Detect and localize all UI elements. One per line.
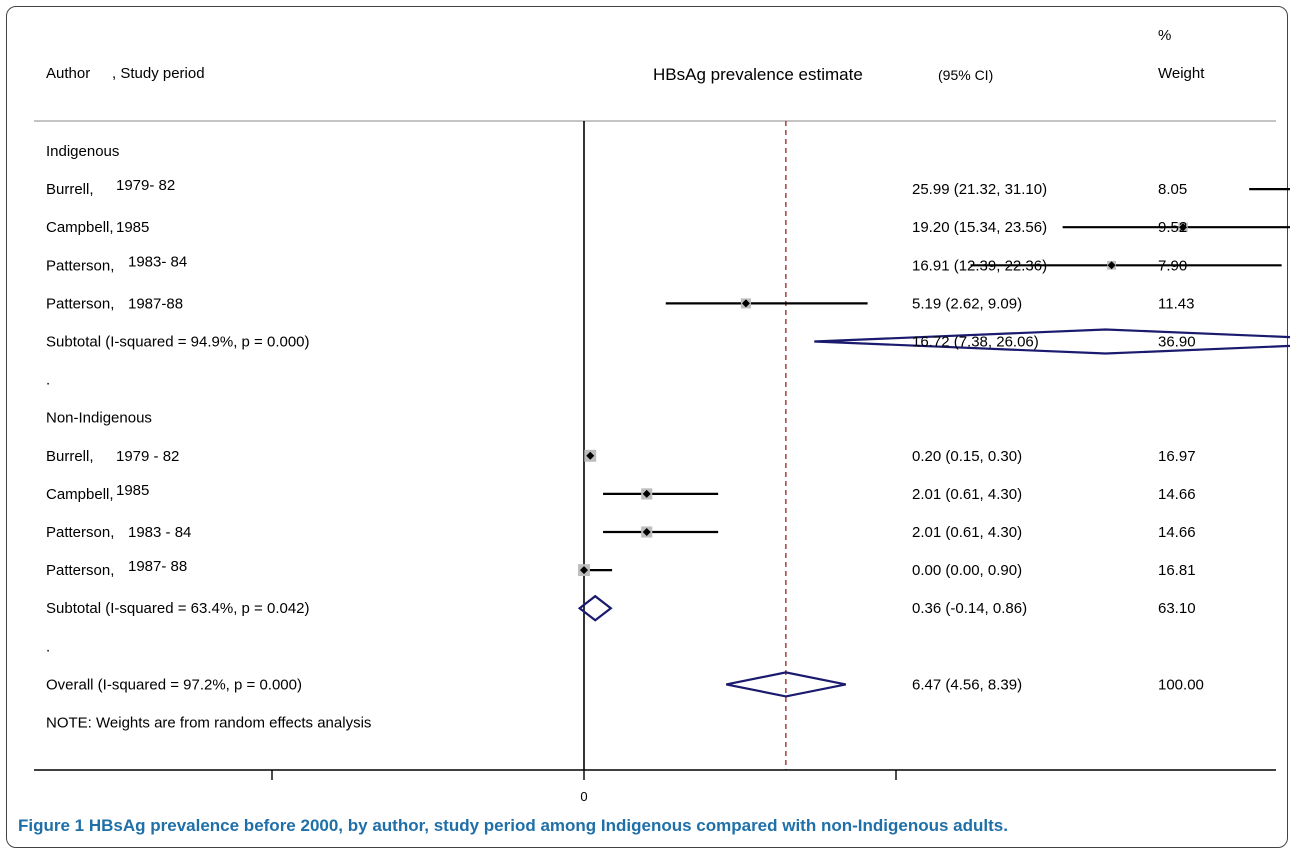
study-author: Patterson, bbox=[46, 257, 114, 274]
spacer-label: . bbox=[46, 638, 50, 655]
weight-value: 36.90 bbox=[1158, 334, 1196, 351]
study-period: 1985 bbox=[116, 219, 149, 236]
study-author: Burrell, bbox=[46, 181, 94, 198]
note-label: NOTE: Weights are from random effects an… bbox=[46, 715, 371, 732]
ci-text: 2.01 (0.61, 4.30) bbox=[912, 524, 1022, 541]
period-header: , Study period bbox=[112, 65, 205, 82]
weight-value: 16.97 bbox=[1158, 448, 1196, 465]
weight-value: 16.81 bbox=[1158, 562, 1196, 579]
weight-header: Weight bbox=[1158, 65, 1205, 82]
study-author: Campbell, bbox=[46, 219, 114, 236]
point-estimate bbox=[741, 299, 750, 308]
study-period: 1983- 84 bbox=[128, 253, 187, 270]
point-estimate bbox=[642, 528, 651, 536]
study-author: Patterson, bbox=[46, 295, 114, 312]
weight-value: 14.66 bbox=[1158, 486, 1196, 503]
author-header: Author bbox=[46, 65, 90, 82]
spacer-label: . bbox=[46, 372, 50, 389]
group-label: Non-Indigenous bbox=[46, 410, 152, 427]
weight-header-percent: % bbox=[1158, 27, 1171, 44]
study-period: 1983 - 84 bbox=[128, 524, 191, 541]
ci-text: 5.19 (2.62, 9.09) bbox=[912, 295, 1022, 312]
study-period: 1979- 82 bbox=[116, 177, 175, 194]
ci-header: (95% CI) bbox=[938, 67, 993, 83]
overall-label: Overall (I-squared = 97.2%, p = 0.000) bbox=[46, 676, 302, 693]
point-estimate bbox=[1179, 223, 1188, 232]
ci-text: 0.36 (-0.14, 0.86) bbox=[912, 600, 1027, 617]
ci-text: 6.47 (4.56, 8.39) bbox=[912, 676, 1022, 693]
study-period: 1987-88 bbox=[128, 295, 183, 312]
weight-value: 9.52 bbox=[1158, 219, 1187, 236]
study-period: 1987- 88 bbox=[128, 558, 187, 575]
point-estimate bbox=[580, 566, 588, 575]
ci-text: 0.20 (0.15, 0.30) bbox=[912, 448, 1022, 465]
subtotal-label: Subtotal (I-squared = 63.4%, p = 0.042) bbox=[46, 600, 310, 617]
figure-frame bbox=[6, 6, 1288, 848]
group-label: Indigenous bbox=[46, 143, 119, 160]
weight-value: 14.66 bbox=[1158, 524, 1196, 541]
study-author: Patterson, bbox=[46, 524, 114, 541]
ci-text: 16.72 (7.38, 26.06) bbox=[912, 334, 1039, 351]
ci-text: 19.20 (15.34, 23.56) bbox=[912, 219, 1047, 236]
study-period: 1979 - 82 bbox=[116, 448, 179, 465]
point-estimate bbox=[642, 489, 651, 498]
ci-text: 25.99 (21.32, 31.10) bbox=[912, 181, 1047, 198]
ci-text: 2.01 (0.61, 4.30) bbox=[912, 486, 1022, 503]
study-author: Patterson, bbox=[46, 562, 114, 579]
weight-value: 63.10 bbox=[1158, 600, 1196, 617]
figure-caption-text: HBsAg prevalence before 2000, by author,… bbox=[88, 816, 1008, 835]
ci-text: 16.91 (12.39, 22.36) bbox=[912, 257, 1047, 274]
subtotal-label: Subtotal (I-squared = 94.9%, p = 0.000) bbox=[46, 334, 310, 351]
ci-text: 0.00 (0.00, 0.90) bbox=[912, 562, 1022, 579]
study-period: 1985 bbox=[116, 482, 149, 499]
study-author: Campbell, bbox=[46, 486, 114, 503]
weight-value: 100.00 bbox=[1158, 676, 1204, 693]
weight-value: 7.90 bbox=[1158, 257, 1187, 274]
estimate-header: HBsAg prevalence estimate bbox=[653, 65, 863, 84]
point-estimate bbox=[586, 451, 595, 460]
subtotal-diamond bbox=[814, 328, 1290, 355]
point-estimate bbox=[1107, 261, 1116, 270]
study-author: Burrell, bbox=[46, 448, 94, 465]
figure-caption: Figure 1 HBsAg prevalence before 2000, b… bbox=[18, 816, 1008, 836]
figure-label: Figure 1 bbox=[18, 816, 85, 835]
weight-value: 11.43 bbox=[1158, 295, 1194, 312]
subtotal-diamond bbox=[577, 594, 613, 622]
x-tick-label: 0 bbox=[580, 789, 587, 804]
overall-diamond bbox=[726, 671, 846, 698]
weight-value: 8.05 bbox=[1158, 181, 1187, 198]
